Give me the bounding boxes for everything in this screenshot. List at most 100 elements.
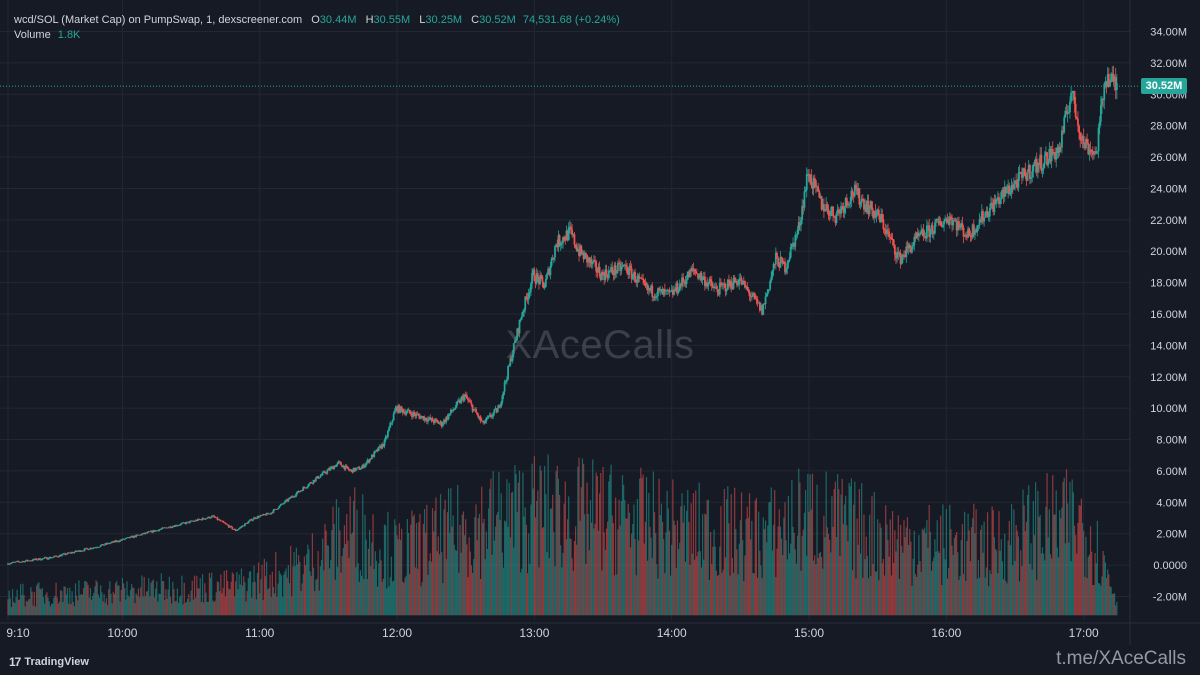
volume-bar	[10, 607, 13, 616]
volume-bar	[954, 535, 957, 616]
candle-body	[810, 174, 813, 186]
volume-bar	[47, 597, 49, 616]
volume-bar	[394, 519, 396, 616]
tradingview-logo[interactable]: 17 TradingView	[9, 655, 89, 669]
volume-bar	[13, 601, 15, 616]
volume-bar	[512, 491, 514, 616]
candle-body	[771, 270, 774, 277]
volume-bar	[791, 479, 793, 616]
volume-bar	[974, 533, 976, 616]
volume-bar	[635, 575, 637, 616]
volume-bar	[71, 591, 73, 616]
candle-body	[904, 255, 907, 258]
candle-body	[518, 319, 521, 334]
volume-bar	[1071, 479, 1073, 616]
volume-bar	[1086, 578, 1088, 616]
candle-body	[1022, 168, 1024, 178]
candle-body	[987, 216, 990, 218]
candle-body	[1024, 169, 1027, 176]
candle-body	[1080, 138, 1083, 141]
volume-bar	[372, 514, 374, 616]
volume-bar	[964, 511, 966, 616]
volume-bar	[541, 528, 544, 616]
candle-body	[749, 296, 752, 297]
candle-body	[795, 234, 798, 236]
current-price-badge: 30.52M	[1141, 78, 1187, 95]
candle-body	[1112, 73, 1115, 82]
candle-body	[832, 206, 834, 217]
volume-bar	[548, 558, 550, 616]
candle-body	[176, 525, 179, 527]
volume-bar	[680, 506, 682, 616]
volume-bar	[1032, 501, 1034, 616]
candle-body	[737, 284, 739, 286]
y-tick-label: 18.00M	[1150, 278, 1187, 290]
candle-body	[984, 212, 987, 218]
candle-body	[342, 465, 345, 468]
candle-body	[856, 188, 858, 195]
volume-bar	[252, 582, 254, 616]
volume-bar	[609, 474, 611, 616]
y-tick-label: 4.00M	[1156, 497, 1187, 509]
candle-body	[506, 379, 508, 381]
candle-body	[793, 242, 796, 247]
volume-bar	[166, 598, 168, 616]
volume-bar	[133, 587, 135, 616]
volume-bar	[155, 588, 157, 616]
candle-body	[1071, 92, 1074, 94]
volume-bar	[247, 578, 249, 616]
volume-bar	[859, 553, 862, 616]
candle-body	[205, 518, 207, 520]
candle-body	[1038, 163, 1040, 165]
volume-bar	[150, 582, 152, 616]
candle-body	[1110, 73, 1113, 82]
volume-bar	[507, 526, 509, 616]
candle-body	[496, 407, 499, 413]
candle-body	[145, 532, 148, 534]
candle-body	[16, 561, 19, 562]
volume-bar	[706, 500, 708, 616]
volume-bar	[182, 604, 184, 616]
candle-body	[579, 245, 582, 256]
candle-body	[574, 244, 577, 248]
candle-body	[83, 548, 86, 551]
volume-bar	[70, 604, 72, 616]
candle-body	[598, 266, 601, 277]
volume-bar	[644, 521, 646, 616]
volume-bar	[893, 563, 895, 616]
candle-body	[903, 254, 905, 256]
candle-body	[468, 400, 471, 402]
volume-bar	[255, 599, 257, 616]
volume-bar	[399, 539, 402, 616]
volume-bar	[395, 525, 397, 616]
volume-bar	[1083, 530, 1085, 616]
candle-body	[257, 516, 260, 518]
candle-body	[519, 319, 522, 320]
candle-body	[502, 391, 505, 396]
volume-bar	[767, 525, 769, 616]
x-tick-label: 16:00	[931, 626, 961, 640]
candle-body	[409, 412, 412, 415]
candle-body	[1093, 151, 1095, 155]
candle-body	[37, 558, 40, 560]
volume-bar	[787, 495, 790, 616]
volume-bar	[168, 576, 170, 616]
candle-body	[956, 221, 959, 231]
candle-body	[279, 504, 282, 506]
candle-body	[235, 530, 238, 532]
candle-body	[1106, 74, 1109, 87]
candle-body	[175, 525, 178, 526]
volume-bar	[748, 493, 751, 616]
telegram-link[interactable]: t.me/XAceCalls	[1056, 648, 1186, 669]
volume-bar	[658, 478, 660, 616]
volume-bar	[467, 577, 469, 616]
volume-bar	[591, 522, 593, 616]
volume-bar	[462, 511, 465, 616]
volume-bar	[608, 481, 610, 616]
candle-body	[504, 380, 507, 383]
candle-body	[78, 550, 80, 552]
y-tick-label: 14.00M	[1150, 340, 1187, 352]
candle-body	[761, 305, 764, 315]
